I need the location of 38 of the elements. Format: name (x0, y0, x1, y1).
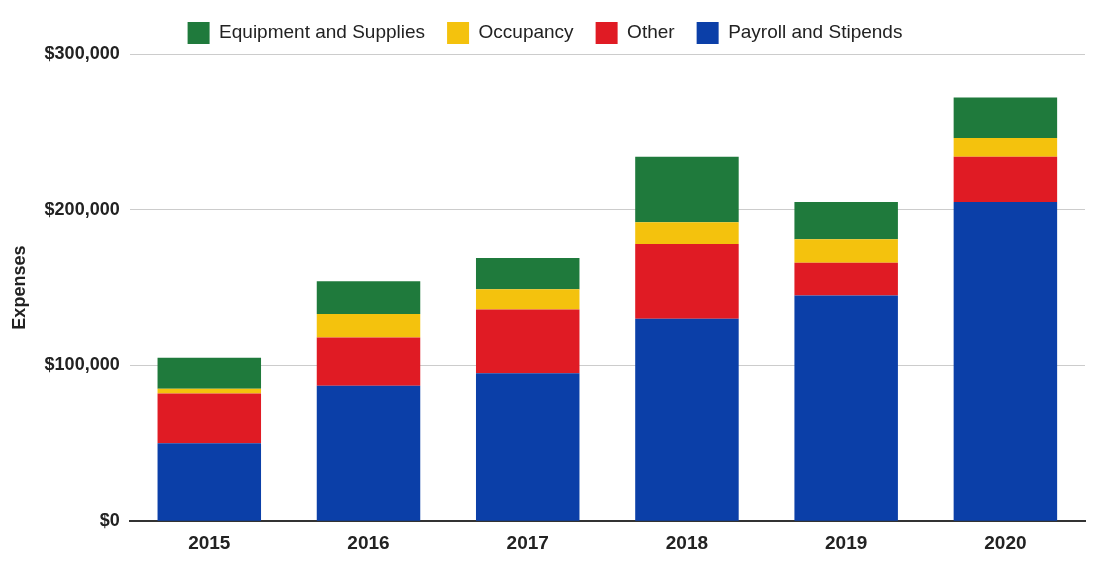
bar (316, 385, 421, 521)
x-tick-label: 2019 (825, 531, 868, 553)
bar (475, 258, 580, 290)
bar (475, 373, 580, 521)
y-tick-label: $200,000 (44, 198, 120, 219)
legend-label: Other (627, 21, 676, 43)
bar (635, 156, 739, 223)
bar (953, 201, 1058, 521)
legend-label: Equipment and Supplies (219, 21, 426, 43)
bar (157, 443, 262, 521)
x-tick-label: 2016 (347, 531, 390, 553)
bar (157, 393, 262, 444)
bar (475, 309, 580, 374)
legend-label: Occupancy (478, 21, 575, 43)
x-tick-label: 2017 (506, 531, 549, 553)
y-tick-label: $100,000 (44, 354, 120, 375)
y-tick-label: $0 (99, 510, 120, 531)
bar (635, 318, 739, 521)
legend-label: Payroll and Stipends (728, 21, 903, 43)
bar (475, 289, 580, 310)
bar (794, 295, 898, 521)
bar (635, 244, 739, 319)
bar (953, 138, 1058, 157)
bar (794, 262, 898, 296)
bar (953, 156, 1058, 202)
x-tick-label: 2020 (984, 531, 1027, 553)
bar (794, 239, 898, 263)
bar (635, 222, 739, 244)
bar (953, 97, 1058, 139)
y-tick-label: $300,000 (44, 42, 120, 63)
bar (157, 357, 262, 389)
x-tick-label: 2018 (665, 531, 709, 553)
y-axis-title: Expenses (8, 245, 29, 330)
bar (316, 337, 421, 386)
bar (316, 281, 421, 315)
bar (316, 314, 421, 338)
x-tick-label: 2015 (188, 531, 231, 553)
bar (794, 201, 898, 240)
